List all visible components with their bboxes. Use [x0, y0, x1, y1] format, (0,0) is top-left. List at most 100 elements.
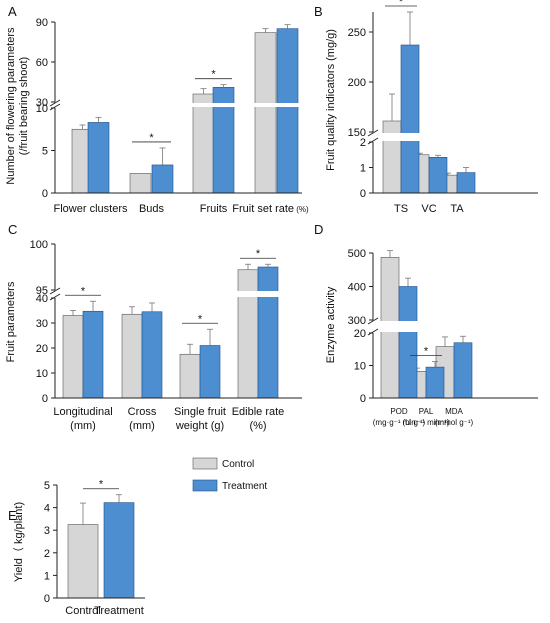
- axis-break-mark: [367, 317, 379, 325]
- axis-break-mark: [49, 103, 61, 111]
- bar-b-treatment-1: [428, 157, 448, 194]
- y-tick-label: 0: [42, 393, 48, 405]
- y-tick-label: 200: [348, 77, 366, 89]
- y-tick-label: 250: [348, 27, 366, 39]
- bar-a-control-2: [192, 93, 215, 194]
- bar-a-treatment-3: [276, 28, 299, 194]
- y-tick-label: 3: [44, 525, 50, 537]
- category-label: POD: [390, 407, 408, 416]
- legend-label-treatment: Treatment: [222, 481, 267, 492]
- bar-c-control-0: [62, 315, 84, 399]
- y-tick-label: 400: [348, 282, 366, 294]
- y-axis-label: Enzyme activity: [325, 286, 337, 363]
- category-unit: (U·g⁻¹ min⁻¹): [402, 418, 449, 427]
- significance-star: *: [99, 479, 104, 491]
- axis-break-mark: [367, 129, 379, 137]
- legend: Control Treatment: [192, 457, 267, 492]
- axis-break-mark: [367, 137, 379, 145]
- bar-c-control-3: [237, 269, 259, 399]
- y-tick-label: 40: [36, 293, 48, 305]
- axis-break-mark: [49, 293, 61, 301]
- category-label: TA: [450, 203, 464, 215]
- y-tick-label: 95: [36, 285, 48, 297]
- y-tick-label: 0: [360, 188, 366, 200]
- y-tick-label: 60: [36, 57, 48, 69]
- category-label: Fruits: [200, 203, 228, 215]
- category-label: PAL: [419, 407, 434, 416]
- bar-a-control-1: [129, 173, 152, 194]
- category-unit: (%): [249, 420, 266, 432]
- category-label: Fruit set rate (%): [232, 203, 309, 215]
- significance-star: *: [149, 132, 154, 144]
- y-axis-label: Number of flowering parameters(/fruit be…: [5, 27, 30, 185]
- y-tick-label: 500: [348, 248, 366, 260]
- category-label: Treatment: [94, 605, 144, 617]
- y-tick-label: 10: [36, 103, 48, 115]
- significance-star: *: [399, 0, 404, 8]
- category-unit: (mmol g⁻¹): [435, 418, 474, 427]
- significance-star: *: [81, 285, 86, 297]
- panel-letter: E: [8, 508, 17, 523]
- y-tick-label: 5: [44, 480, 50, 492]
- category-unit: (mm): [129, 420, 155, 432]
- y-tick-label: 30: [36, 97, 48, 109]
- category-label: VC: [421, 203, 436, 215]
- bar-d-treatment-1: [425, 366, 445, 399]
- bar-c-control-1: [121, 313, 143, 399]
- significance-star: *: [256, 248, 261, 260]
- category-label: Single fruit: [174, 406, 226, 418]
- bar-c-control-2: [179, 353, 201, 399]
- y-tick-label: 5: [42, 146, 48, 158]
- bar-b-treatment-2: [456, 172, 476, 194]
- category-label: Control: [65, 605, 100, 617]
- axis-break-gap: [374, 133, 539, 141]
- axis-break-mark: [367, 328, 379, 336]
- panel-letter: D: [314, 222, 323, 237]
- category-label: Buds: [139, 203, 165, 215]
- category-label: TS: [394, 203, 408, 215]
- y-tick-label: 1: [44, 570, 50, 582]
- y-tick-label: 2: [360, 137, 366, 149]
- axis-break-mark: [49, 99, 61, 107]
- y-tick-label: 1: [360, 163, 366, 175]
- y-tick-label: 0: [44, 593, 50, 605]
- category-label: Edible rate: [232, 406, 285, 418]
- bar-a-treatment-0: [87, 122, 110, 194]
- y-tick-label: 4: [44, 503, 50, 515]
- bar-a-control-3: [254, 32, 277, 194]
- category-unit: (mm): [70, 420, 96, 432]
- bar-d-treatment-0: [398, 286, 418, 399]
- legend-label-control: Control: [222, 459, 254, 470]
- y-axis-label: Fruit quality indicators (mg/g): [325, 29, 337, 171]
- bar-c-treatment-3: [257, 266, 279, 399]
- y-tick-label: 2: [44, 548, 50, 560]
- bar-a-treatment-1: [151, 164, 174, 194]
- bar-c-treatment-0: [82, 310, 104, 399]
- y-tick-label: 10: [36, 368, 48, 380]
- bar-c-treatment-2: [199, 345, 221, 399]
- significance-star: *: [198, 313, 203, 325]
- y-tick-label: 0: [42, 188, 48, 200]
- y-tick-label: 300: [348, 315, 366, 327]
- axis-break-gap: [56, 291, 303, 297]
- bar-b-treatment-0: [400, 44, 420, 194]
- category-label: Flower clusters: [54, 203, 128, 215]
- axis-break-mark: [49, 287, 61, 295]
- y-axis-label: Yield（ kg/plant): [12, 502, 25, 582]
- axis-break-gap: [56, 103, 303, 107]
- y-axis-label: Fruit parameters: [5, 281, 17, 362]
- category-unit: (mg·g⁻¹ min⁻¹): [373, 418, 426, 427]
- category-label: MDA: [445, 407, 463, 416]
- panel-letter: B: [314, 4, 323, 19]
- y-tick-label: 30: [36, 318, 48, 330]
- y-tick-label: 10: [354, 361, 366, 373]
- panel-letter: A: [8, 4, 17, 19]
- category-unit: weight (g): [175, 420, 224, 432]
- y-tick-label: 20: [36, 343, 48, 355]
